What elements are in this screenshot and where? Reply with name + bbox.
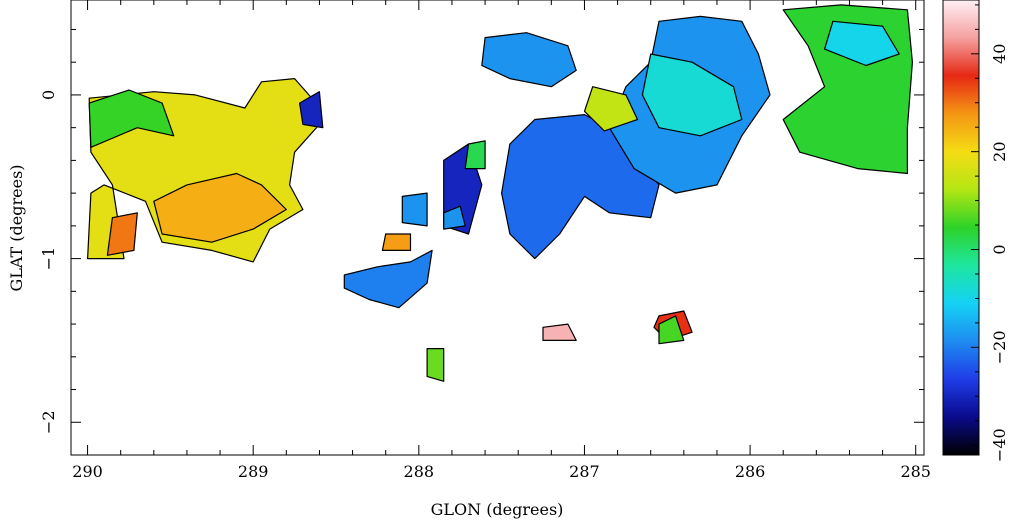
region-east-cyan-band [641,53,743,137]
region-yellow-knot [583,86,639,132]
y-axis-label: GLAT (degrees) [7,164,26,291]
y-axis-ticks: 0 −1 −2 [39,28,924,456]
region-green-isle [658,315,685,345]
colorbar: 40 20 0 −20 −40 [942,0,1009,462]
region-central-blue [501,113,660,260]
region-south-blue-lobe [343,249,433,309]
y-tick-label: −1 [39,247,58,271]
region-far-east-cyan [823,20,900,67]
colorbar-tick-label: −40 [990,428,1009,462]
y-tick-label: −2 [39,410,58,434]
region-central-north-blue [481,32,577,88]
region-small-green-south [426,348,445,382]
x-tick-label: 285 [900,462,931,481]
region-west-orange-core [153,172,287,243]
colorbar-tick-label: 40 [990,44,1009,64]
x-tick-label: 290 [72,462,103,481]
y-tick-label: 0 [39,90,58,100]
region-west-green-cap [88,89,175,148]
x-axis-label: GLON (degrees) [431,500,564,519]
plot-area [70,0,925,456]
region-green-speck [464,140,486,170]
x-tick-label: 286 [735,462,766,481]
region-small-blue-west [401,192,428,227]
x-tick-label: 289 [238,462,269,481]
region-south-blue-speck [443,205,466,230]
plot-frame [70,0,925,456]
x-tick-label: 288 [404,462,435,481]
emission-regions [86,4,914,382]
colorbar-ticks: 40 20 0 −20 −40 [971,4,1009,462]
x-tick-label: 287 [569,462,600,481]
region-south-pink-patch [542,323,577,341]
x-axis-ticks: 290 289 288 287 286 285 [72,0,931,481]
region-orange-speck [381,233,412,251]
colorbar-tick-label: 20 [990,141,1009,161]
colorbar-tick-label: −20 [990,330,1009,364]
colorbar-tick-label: 0 [990,244,1009,254]
colorbar-gradient [942,0,980,456]
region-west-red-knot [106,212,138,256]
region-dark-patch [299,91,324,129]
